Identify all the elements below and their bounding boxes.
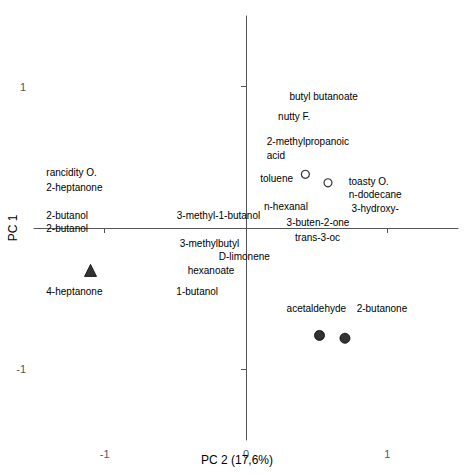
svg-text:4-heptanone: 4-heptanone bbox=[46, 286, 103, 297]
svg-text:3-hydroxy-: 3-hydroxy- bbox=[352, 203, 399, 214]
svg-text:toluene: toluene bbox=[260, 173, 293, 184]
svg-text:2-butanol: 2-butanol bbox=[46, 223, 88, 234]
svg-text:n-hexanal: n-hexanal bbox=[264, 201, 308, 212]
svg-text:2-methylpropanoic: 2-methylpropanoic bbox=[267, 136, 349, 147]
svg-text:2-butanol: 2-butanol bbox=[46, 210, 88, 221]
svg-text:n-dodecane: n-dodecane bbox=[349, 189, 402, 200]
svg-text:1: 1 bbox=[20, 81, 26, 93]
svg-text:PC 1: PC 1 bbox=[6, 214, 20, 241]
svg-text:trans-3-oc: trans-3-oc bbox=[295, 232, 340, 243]
svg-text:-1: -1 bbox=[100, 448, 110, 460]
svg-text:3-buten-2-one: 3-buten-2-one bbox=[287, 217, 350, 228]
svg-text:3-methylbutyl: 3-methylbutyl bbox=[180, 238, 239, 249]
svg-text:rancidity O.: rancidity O. bbox=[46, 167, 97, 178]
svg-text:hexanoate: hexanoate bbox=[188, 265, 235, 276]
svg-text:D-limonene: D-limonene bbox=[219, 251, 271, 262]
svg-text:acid: acid bbox=[267, 150, 285, 161]
svg-text:acetaldehyde: acetaldehyde bbox=[287, 303, 347, 314]
svg-text:2-heptanone: 2-heptanone bbox=[46, 182, 103, 193]
svg-text:3-methyl-1-butanol: 3-methyl-1-butanol bbox=[177, 210, 260, 221]
svg-text:PC 2 (17,6%): PC 2 (17,6%) bbox=[201, 453, 273, 467]
svg-text:butyl butanoate: butyl butanoate bbox=[289, 91, 358, 102]
svg-text:1: 1 bbox=[384, 448, 390, 460]
svg-text:toasty O.: toasty O. bbox=[349, 176, 389, 187]
svg-text:nutty F.: nutty F. bbox=[278, 111, 310, 122]
svg-text:2-butanone: 2-butanone bbox=[357, 303, 408, 314]
svg-text:1-butanol: 1-butanol bbox=[176, 286, 218, 297]
svg-text:-1: -1 bbox=[16, 363, 26, 375]
